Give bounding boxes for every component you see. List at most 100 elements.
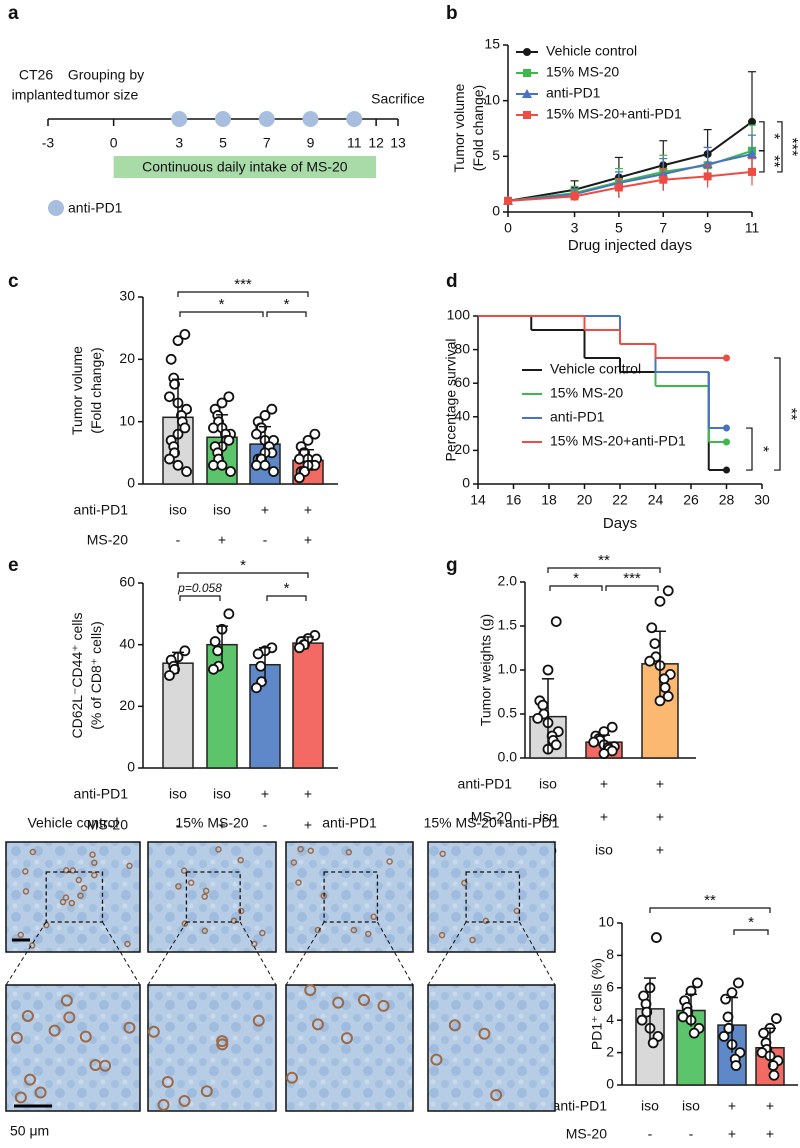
row-value: +: [218, 532, 226, 548]
significance: ***: [623, 570, 641, 587]
y-tick-label: 2: [606, 1043, 614, 1059]
stained-cell: [91, 859, 98, 867]
bracket: [549, 585, 603, 591]
bracket: [774, 357, 781, 471]
legend-label: 15% MS-20: [550, 385, 623, 401]
bracket: [759, 121, 765, 152]
censor-marker: [723, 466, 730, 474]
marker: [522, 89, 532, 98]
row-value: +: [656, 809, 664, 825]
stained-cell: [24, 1073, 37, 1086]
data-point: [532, 713, 544, 724]
y-tick-label: 40: [119, 635, 135, 651]
row-label: anti-PD1: [74, 786, 129, 802]
tissue-image: [285, 841, 414, 953]
data-point: [302, 434, 314, 446]
data-point: [654, 595, 666, 607]
stained-cell: [201, 927, 209, 935]
row-value: iso: [213, 786, 231, 802]
scale-label: 50 μm: [10, 1123, 49, 1139]
y-tick-label: 20: [119, 350, 135, 366]
day-label: 5: [219, 135, 227, 151]
data-point: [294, 453, 305, 465]
row-value: iso: [682, 1098, 700, 1114]
stained-cell: [10, 1031, 23, 1044]
y-tick-label: 80: [454, 340, 470, 356]
stained-cell: [430, 1053, 443, 1066]
data-point: [208, 422, 219, 434]
day-label: -3: [42, 135, 55, 151]
significance: *: [284, 296, 290, 313]
stained-cell: [332, 996, 345, 1009]
y-axis-label: Percentage survival: [443, 339, 459, 462]
image-label: Vehicle control: [27, 815, 118, 831]
row-value: iso: [169, 502, 187, 518]
intake-bar: [113, 156, 377, 178]
stained-cell: [202, 887, 210, 895]
row-value: +: [304, 786, 312, 802]
data-point: [164, 391, 175, 403]
y-tick-label: 0: [606, 1076, 614, 1092]
data-point: [733, 977, 744, 989]
start-label: implanted: [12, 87, 73, 103]
data-point: [692, 977, 703, 989]
y-axis-label: Tumor volume: [69, 346, 85, 435]
data-point: [251, 682, 262, 694]
bracket: [649, 907, 771, 913]
stained-cell: [126, 862, 133, 870]
bracket: [547, 567, 661, 573]
image-label: anti-PD1: [322, 815, 377, 831]
data-point: [662, 691, 674, 702]
y-tick-label: 0: [127, 759, 135, 775]
zoom-line: [285, 921, 325, 986]
stained-cell: [252, 1014, 265, 1027]
tissue-image: [5, 984, 141, 1112]
stained-cell: [259, 929, 266, 937]
row-value: +: [656, 842, 664, 858]
data-point: [259, 410, 271, 421]
x-tick-label: 20: [577, 492, 593, 508]
row-value: -: [648, 1126, 653, 1142]
marker: [748, 117, 756, 126]
data-point: [646, 622, 658, 634]
zoom-line: [377, 921, 414, 986]
stained-cell: [22, 868, 29, 875]
data-point: [641, 1006, 653, 1018]
tissue-image: [285, 984, 414, 1112]
stained-cell: [370, 913, 377, 921]
row-label: MS-20: [87, 532, 128, 548]
legend-label: anti-PD1: [68, 200, 123, 216]
stained-cell: [350, 926, 358, 934]
data-point: [644, 655, 656, 667]
stained-cell: [60, 994, 73, 1007]
stained-cell: [124, 940, 131, 948]
stained-cell: [314, 926, 322, 934]
stained-cell: [68, 899, 76, 907]
row-label: MS-20: [471, 809, 512, 825]
data-point: [718, 1031, 730, 1042]
y-tick-label: 4: [606, 1011, 614, 1027]
stained-cell: [59, 898, 67, 906]
data-point: [172, 335, 184, 347]
stained-cell: [201, 893, 208, 900]
stained-cell: [180, 867, 188, 874]
stained-cell: [89, 1059, 102, 1072]
y-tick-label: 0: [127, 475, 135, 491]
row-label: anti-PD1: [553, 1098, 608, 1114]
stained-cell: [295, 879, 302, 886]
stained-cell: [161, 1076, 174, 1089]
injection-dot: [258, 111, 275, 127]
data-point: [722, 1011, 734, 1023]
data-point: [172, 459, 184, 471]
stained-cell: [307, 847, 314, 854]
stained-cell: [386, 858, 393, 865]
group-label: Grouping by: [68, 67, 144, 83]
day-label: 3: [175, 135, 183, 151]
zoom-box: [465, 871, 521, 923]
data-point: [768, 1069, 780, 1081]
data-point: [730, 1060, 742, 1071]
stained-cell: [237, 907, 245, 915]
panel-label: c: [8, 271, 19, 292]
day-label: 12: [368, 135, 384, 151]
stained-cell: [187, 879, 195, 886]
